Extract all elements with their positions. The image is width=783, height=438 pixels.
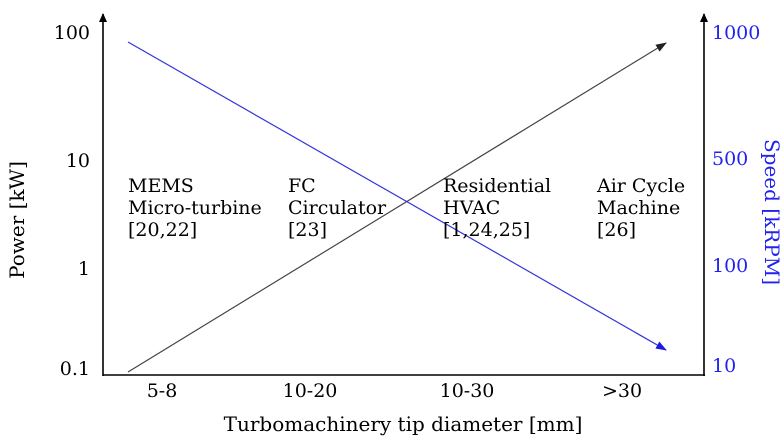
x-tick-label: 10-20 [283,380,338,402]
x-tick-labels: 5-8 10-20 10-30 >30 [147,380,642,402]
left-tick-label: 1 [78,258,90,280]
left-tick-label: 10 [66,150,90,172]
x-tick-label: 10-30 [440,380,495,402]
left-tick-label: 100 [54,22,90,44]
annotation-text: HVAC [443,197,500,219]
right-tick-label: 10 [712,355,736,377]
annotation-text: FC [288,175,316,197]
annotation-text: Machine [597,197,680,219]
x-axis-label: Turbomachinery tip diameter [mm] [224,412,583,436]
left-y-axis-label: Power [kW] [5,161,29,279]
annotation-text: [1,24,25] [443,219,530,241]
annotation-text: MEMS [128,175,194,197]
left-tick-label: 0.1 [60,358,90,380]
annotation-text: Circulator [288,197,387,219]
speed-trend-line [127,41,667,351]
annotation-text: [26] [597,219,636,241]
right-tick-label: 500 [712,148,748,170]
annotation-text: Residential [443,175,551,197]
right-tick-label: 100 [712,255,748,277]
annotation-text: [20,22] [128,219,197,241]
series-layer [127,41,667,373]
right-tick-labels: 10 100 500 1000 [712,22,760,377]
power-trend-line [127,42,667,373]
annotation-text: [23] [288,219,327,241]
right-y-axis-label: Speed [kRPM] [760,139,783,285]
x-tick-label: 5-8 [147,380,178,402]
left-tick-labels: 0.1 1 10 100 [54,22,90,380]
annotation-text: Micro-turbine [128,197,262,219]
annotation-text: Air Cycle [596,175,685,197]
x-tick-label: >30 [602,380,642,402]
right-tick-label: 1000 [712,22,760,44]
